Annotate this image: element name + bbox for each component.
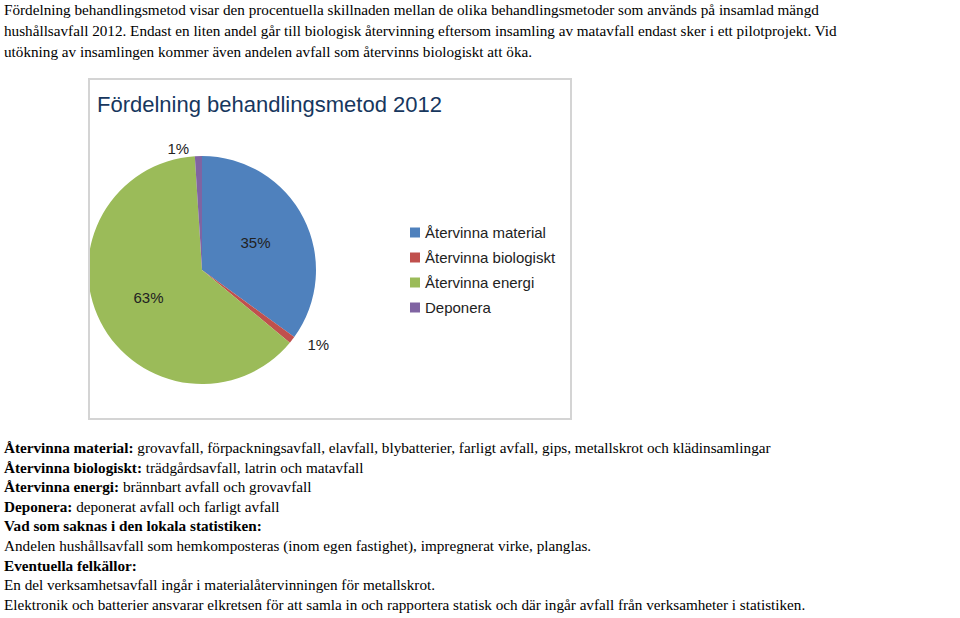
svg-text:Återvinna energi: Återvinna energi (425, 274, 534, 291)
html-text:En del verksamhetsavfall ingår: En del verksamhetsavfall ingår i materia… (4, 576, 435, 594)
svg-text:1%: 1% (167, 140, 189, 157)
html-text:Vad som saknas i den lokala st: Vad som saknas i den lokala statistiken: (4, 517, 262, 535)
svg-text:63%: 63% (134, 289, 164, 306)
svg-text:Fördelning behandlingsmetod 20: Fördelning behandlingsmetod 2012 (97, 92, 442, 117)
svg-text:Deponera: Deponera (425, 299, 492, 316)
html-text:Andelen hushållsavfall som hem: Andelen hushållsavfall som hemkompostera… (4, 537, 592, 554)
html-text:Återvinna material: grovavfall: Återvinna material: grovavfall, förpackn… (4, 439, 771, 456)
html-text:hushållsavfall 2012. Endast en: hushållsavfall 2012. Endast en liten and… (4, 22, 837, 39)
svg-text:1%: 1% (307, 336, 329, 353)
html-text:Återvinna biologiskt: trädgård: Återvinna biologiskt: trädgårdsavfall, l… (4, 458, 364, 476)
html-text:Elektronik och batterier ansva: Elektronik och batterier ansvarar elkret… (4, 595, 806, 613)
svg-text:Återvinna biologiskt: Återvinna biologiskt (425, 249, 556, 266)
html-text:Eventuella felkällor:: Eventuella felkällor: (4, 556, 137, 574)
html-text:Deponera: deponerat avfall och: Deponera: deponerat avfall och farligt a… (4, 497, 280, 515)
html-text:Fördelning behandlingsmetod vi: Fördelning behandlingsmetod visar den pr… (4, 1, 819, 18)
html-text:utökning av insamlingen kommer: utökning av insamlingen kommer även ande… (4, 43, 533, 60)
svg-text:Återvinna material: Återvinna material (425, 224, 546, 241)
svg-text:35%: 35% (240, 234, 270, 251)
html-text:Återvinna energi: brännbart av: Återvinna energi: brännbart avfall och g… (4, 478, 312, 496)
